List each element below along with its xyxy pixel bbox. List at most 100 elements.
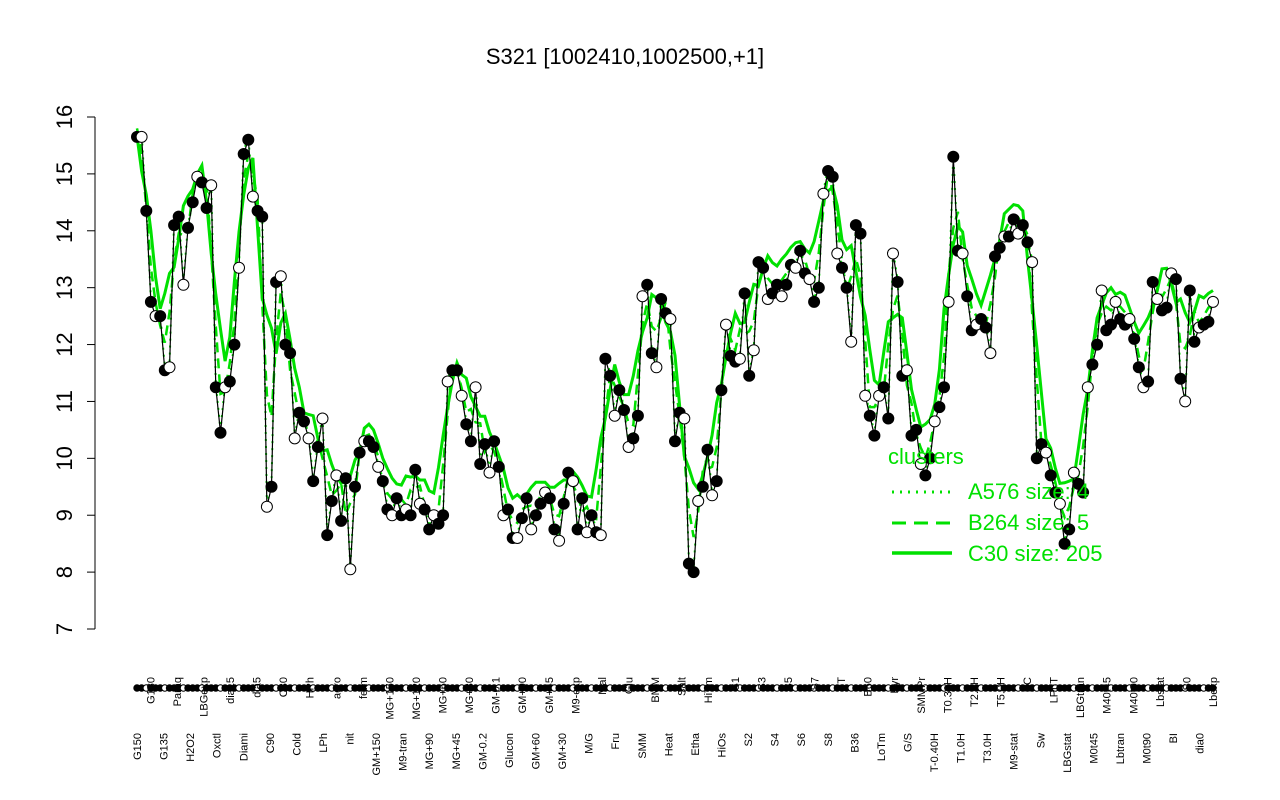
data-point [669, 435, 681, 448]
data-point [687, 566, 700, 579]
data-point [919, 469, 932, 482]
data-point [1044, 469, 1057, 482]
data-point [256, 210, 269, 223]
data-point [808, 295, 821, 308]
x-tick-label: BT [836, 677, 848, 691]
data-point [529, 509, 542, 522]
x-tick-label: Lbtran [1115, 733, 1127, 764]
y-tick-label: 11 [52, 390, 77, 413]
x-tick-label: LBGtran [1075, 677, 1087, 718]
data-point [492, 460, 505, 473]
x-tick-label: Etha [690, 732, 702, 756]
data-point [423, 523, 436, 536]
data-point [325, 495, 338, 507]
data-point [608, 409, 621, 422]
data-point [993, 241, 1006, 254]
y-tick-label: 9 [52, 509, 77, 521]
data-point [135, 130, 148, 143]
data-point [455, 389, 468, 402]
data-point [636, 290, 649, 303]
data-point [1169, 273, 1182, 286]
data-point [1081, 381, 1094, 394]
data-point [1016, 219, 1029, 232]
y-tick-label: 7 [52, 623, 77, 635]
data-point [692, 495, 705, 507]
x-tick-label: Cold [291, 733, 303, 756]
x-tick-label: BI [1168, 733, 1180, 743]
y-tick-label: 14 [52, 219, 77, 243]
data-point [701, 443, 714, 456]
x-tick-label: G180 [145, 677, 157, 704]
x-tick-label: T2.0H [969, 677, 981, 707]
legend: clusters A576 size: 4 B264 size: 5 C30 s… [888, 444, 1103, 566]
data-point [182, 221, 194, 234]
x-tick-label: M0t45 [1088, 733, 1100, 764]
legend-label-b264: B264 size: 5 [968, 510, 1089, 535]
x-tick-label: T0.30H [942, 677, 954, 713]
data-point [1091, 338, 1104, 351]
data-point [372, 460, 385, 473]
x-tick-label: M/G [584, 733, 596, 754]
x-tick-label: LPhT [1049, 677, 1061, 704]
x-tick-label: GM+30 [557, 733, 569, 769]
data-point [339, 472, 352, 485]
x-tick-label: Diami [238, 733, 250, 761]
data-point [891, 276, 904, 288]
data-point [1151, 293, 1164, 305]
x-tick-label: dia0 [1195, 733, 1207, 754]
x-tick-label: MG+60 [438, 677, 450, 713]
x-tick-label: B36 [849, 733, 861, 753]
data-point [1146, 276, 1159, 288]
data-point [441, 375, 454, 388]
data-point [353, 446, 366, 459]
data-point [288, 432, 301, 445]
data-point [274, 270, 287, 283]
data-point [460, 418, 473, 431]
data-point [1026, 256, 1039, 269]
data-point [650, 361, 663, 374]
y-axis: 7 8 9 10 11 12 13 14 15 16 [52, 105, 96, 635]
data-point [789, 261, 802, 274]
data-point [451, 364, 463, 377]
data-point [144, 295, 157, 308]
data-point [655, 293, 668, 305]
x-tick-label: C30 [278, 677, 290, 697]
x-tick-label: Salt [677, 677, 689, 696]
x-tick-label: GM+90 [517, 677, 529, 713]
data-point [910, 423, 923, 436]
data-point [223, 375, 236, 388]
data-point [1086, 358, 1099, 371]
data-point [404, 509, 417, 522]
legend-title: clusters [888, 444, 964, 469]
data-point [836, 261, 848, 274]
x-tick-label: Glucon [504, 733, 516, 768]
data-point [409, 463, 422, 476]
data-point [1040, 446, 1052, 459]
data-point [887, 247, 899, 260]
data-point [840, 281, 853, 294]
data-point [548, 523, 561, 536]
data-point [859, 389, 872, 402]
x-tick-label: G150 [132, 733, 144, 760]
data-point [335, 514, 348, 527]
data-point [854, 227, 867, 240]
data-point [710, 475, 723, 488]
data-point [1109, 295, 1122, 308]
data-point [302, 432, 315, 445]
x-tick-label: Fru [610, 733, 622, 750]
data-point [469, 381, 482, 394]
data-point [488, 435, 501, 448]
data-point [311, 441, 324, 453]
data-point [664, 313, 677, 325]
x-tick-label: M40t45 [1102, 677, 1114, 714]
data-point [418, 503, 431, 516]
data-point [641, 278, 654, 291]
x-tick-label: Paraq [172, 677, 184, 706]
data-point [242, 133, 255, 146]
data-point [1077, 486, 1090, 499]
data-point [928, 415, 941, 428]
x-axis: G150 G180 G135 Paraq H2O2 LBGexp Oxctl dia15 Dia… [132, 677, 1220, 776]
data-point [154, 310, 167, 323]
data-point [1007, 213, 1020, 226]
data-point [1174, 372, 1187, 385]
